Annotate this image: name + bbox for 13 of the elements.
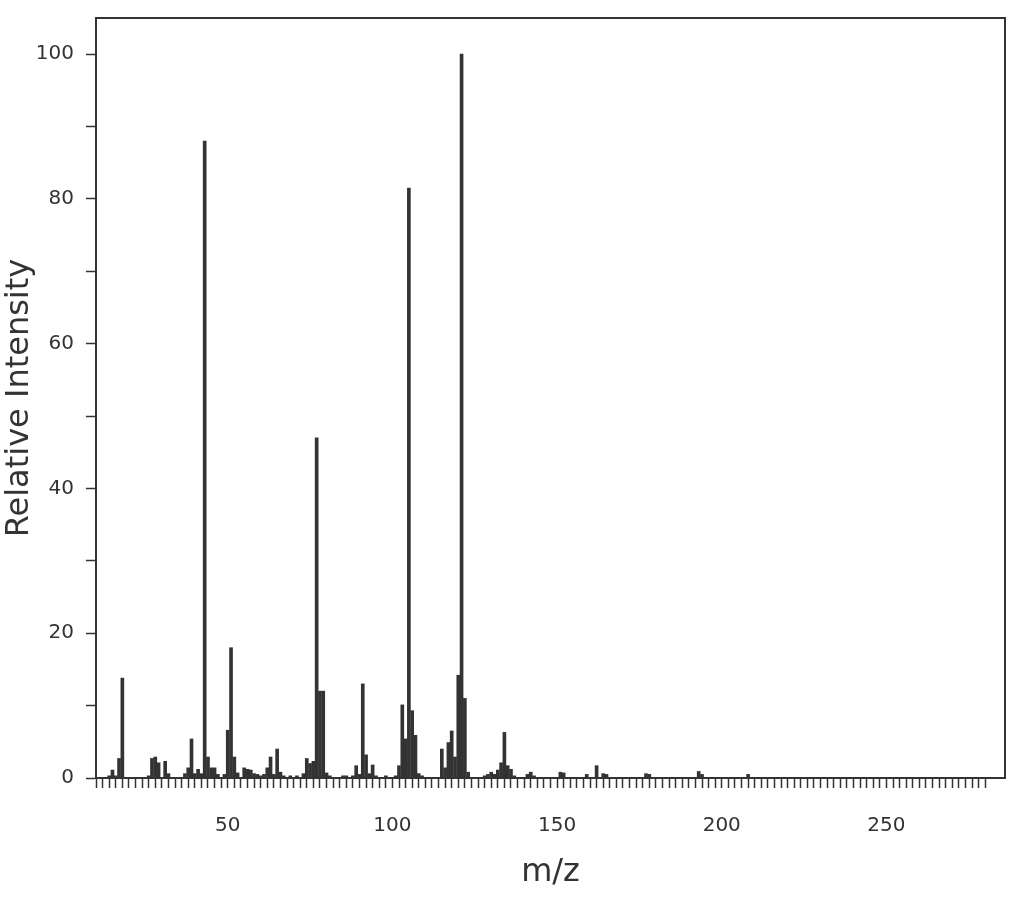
y-tick-label: 80 (48, 185, 74, 210)
x-tick-label: 150 (537, 812, 577, 837)
x-tick-label: 50 (215, 812, 241, 837)
y-tick-label: 40 (48, 474, 74, 499)
y-axis-title: Relative Intensity (0, 258, 36, 538)
x-tick-label: 250 (867, 812, 906, 837)
y-tick-label: 100 (35, 40, 74, 65)
x-axis-title: m/z (521, 851, 580, 890)
y-tick-label: 60 (48, 329, 74, 354)
x-tick-label: 100 (373, 812, 412, 837)
y-tick-label: 20 (48, 619, 74, 644)
y-tick-label: 0 (61, 764, 74, 789)
x-tick-label: 200 (702, 812, 741, 837)
